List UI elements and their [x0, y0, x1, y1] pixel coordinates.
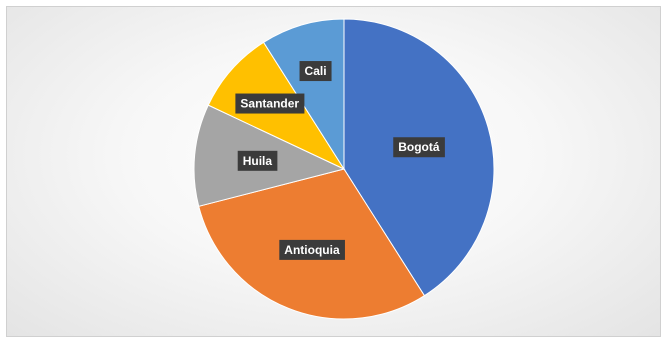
data-label-huila: Huila — [237, 150, 278, 171]
data-label-box — [393, 137, 445, 158]
data-label-text: Santander — [240, 97, 299, 111]
data-label-text: Cali — [305, 64, 327, 78]
pie-chart: Bogotá Antioquia Huila Santander Cali — [193, 18, 495, 320]
data-label-bogota: Bogotá — [393, 137, 445, 158]
data-label-santander: Santander — [235, 93, 305, 114]
pie-slice-bogota — [343, 18, 495, 297]
data-label-box — [237, 150, 278, 171]
data-label-box — [235, 93, 305, 114]
chart-area: Bogotá Antioquia Huila Santander Cali — [6, 6, 661, 337]
data-label-text: Huila — [243, 154, 273, 168]
data-label-box — [299, 61, 332, 82]
pie-data-labels: Bogotá Antioquia Huila Santander Cali — [235, 61, 445, 260]
data-label-text: Antioquia — [284, 243, 340, 257]
data-label-cali: Cali — [299, 61, 332, 82]
data-label-box — [279, 239, 345, 260]
data-label-antioquia: Antioquia — [279, 239, 345, 260]
data-label-text: Bogotá — [398, 140, 440, 154]
